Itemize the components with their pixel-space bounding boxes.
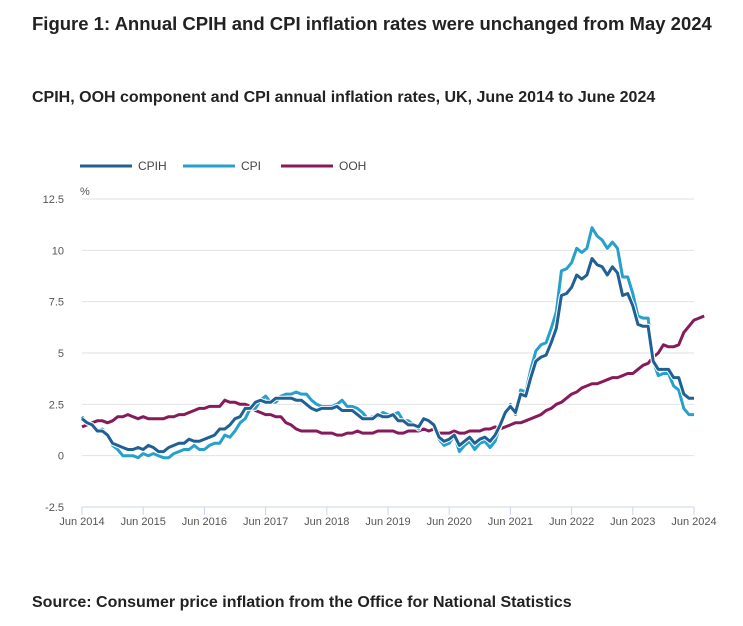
figure-title: Figure 1: Annual CPIH and CPI inflation … <box>32 13 712 34</box>
x-tick-label: Jun 2021 <box>488 516 533 528</box>
y-tick-label: -2.5 <box>45 502 64 514</box>
gridlines <box>82 198 694 457</box>
y-tick-label: 2.5 <box>49 399 64 411</box>
source-note: Source: Consumer price inflation from th… <box>32 594 572 611</box>
y-tick-label: 12.5 <box>43 194 64 206</box>
x-tick-label: Jun 2016 <box>182 516 227 528</box>
x-tick-label: Jun 2014 <box>59 516 104 528</box>
legend-item-cpih[interactable]: CPIH <box>80 159 167 173</box>
series-lines <box>80 225 706 461</box>
legend: CPIH CPI OOH <box>80 159 366 173</box>
series-halo-cpi <box>80 225 694 461</box>
legend-item-cpi[interactable]: CPI <box>183 159 261 173</box>
legend-label: CPIH <box>138 159 167 173</box>
y-axis: 12.5 10 7.5 5 2.5 0 -2.5 <box>43 194 64 514</box>
y-tick-label: 7.5 <box>49 297 64 309</box>
series-halo-cpih <box>80 256 694 455</box>
x-tick-label: Jun 2020 <box>427 516 472 528</box>
legend-label: OOH <box>339 159 366 173</box>
y-axis-unit-label: % <box>80 186 90 198</box>
x-tick-label: Jun 2018 <box>304 516 349 528</box>
series-line-cpih[interactable] <box>81 257 694 454</box>
legend-label: CPI <box>241 159 261 173</box>
x-tick-label: Jun 2019 <box>365 516 410 528</box>
x-tick-label: Jun 2022 <box>549 516 594 528</box>
y-tick-label: 0 <box>58 451 64 463</box>
y-tick-label: 5 <box>58 348 64 360</box>
series-line-ooh[interactable] <box>81 314 705 437</box>
series-line-cpi[interactable] <box>80 226 694 460</box>
x-axis: Jun 2014 Jun 2015 Jun 2016 Jun 2017 Jun 2018… <box>59 506 717 528</box>
x-tick-label: Jun 2023 <box>610 516 655 528</box>
legend-item-ooh[interactable]: OOH <box>281 159 366 173</box>
y-tick-label: 10 <box>52 245 64 257</box>
chart-subtitle: CPIH, OOH component and CPI annual infla… <box>32 89 656 106</box>
x-tick-label: Jun 2015 <box>121 516 166 528</box>
x-tick-label: Jun 2017 <box>243 516 288 528</box>
x-tick-label: Jun 2024 <box>671 516 716 528</box>
